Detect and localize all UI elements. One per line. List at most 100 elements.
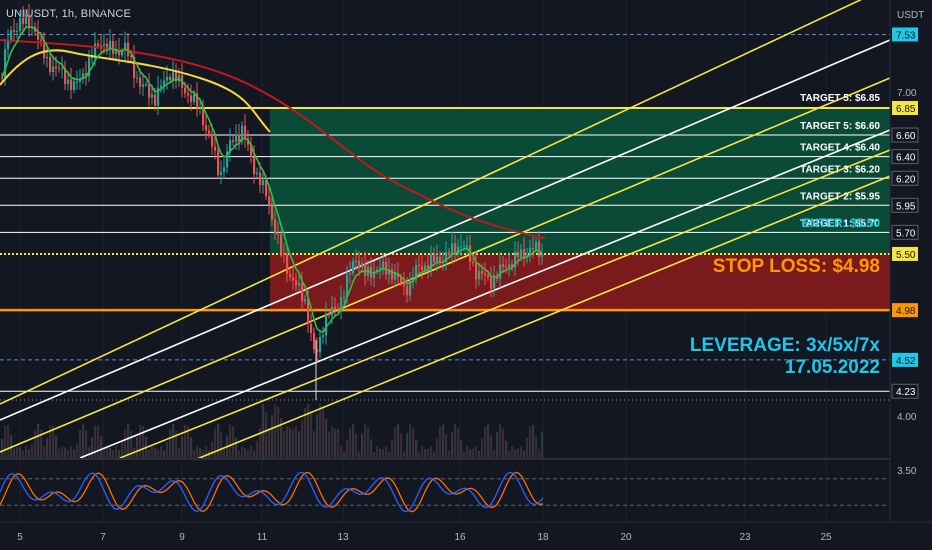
volume-bar-113 [340, 446, 343, 458]
volume-bar-100 [301, 420, 304, 458]
volume-bar-10 [31, 443, 34, 458]
volume-bar-76 [229, 424, 232, 458]
time-tick-5: 16 [454, 532, 466, 543]
volume-bar-155 [466, 446, 469, 458]
candle-body-137 [412, 278, 415, 280]
candle-body-67 [202, 106, 205, 126]
volume-bar-141 [424, 449, 427, 458]
price-label-text-5: 5.95 [896, 201, 916, 212]
channel-line-4 [119, 149, 890, 458]
candle-body-113 [340, 297, 343, 310]
candle-body-89 [268, 196, 271, 206]
candle-body-153 [460, 246, 463, 248]
candle-150 [451, 231, 454, 265]
volume-bar-60 [181, 436, 184, 458]
candle-body-68 [205, 125, 208, 131]
candle-52 [157, 75, 160, 116]
price-label-2: 6.60 [891, 127, 919, 143]
candle-body-99 [298, 283, 301, 286]
volume-bar-127 [382, 448, 385, 458]
candle-117 [352, 257, 355, 276]
candle-174 [523, 237, 526, 267]
stoch-k-line [0, 471, 544, 513]
candle-body-174 [523, 249, 526, 258]
candle-20 [61, 56, 64, 79]
price-tick-2: 3.50 [897, 466, 917, 477]
volume-bar-156 [469, 449, 472, 458]
candle-body-42 [127, 42, 130, 56]
channel-line-2 [0, 77, 890, 453]
volume-bar-70 [211, 441, 214, 458]
candle-body-139 [418, 264, 421, 267]
candle-106 [319, 329, 322, 359]
volume-bar-59 [178, 448, 181, 458]
candle-body-2 [7, 40, 10, 50]
candle-body-8 [25, 14, 28, 24]
candle-17 [52, 55, 55, 81]
volume-bar-174 [523, 450, 526, 458]
candle-107 [322, 326, 325, 344]
stop-loss-label: STOP LOSS: $4.98 [713, 256, 880, 277]
candle-124 [373, 260, 376, 288]
candle-body-9 [28, 14, 31, 28]
candle-48 [145, 81, 148, 88]
volume-bar-109 [328, 431, 331, 458]
time-axis[interactable]: 5 7 9 11 13 16 18 20 23 25 [17, 532, 832, 543]
candle-body-79 [238, 134, 241, 142]
volume-bar-137 [412, 427, 415, 458]
volume-bar-51 [154, 447, 157, 458]
volume-bar-82 [247, 449, 250, 458]
candle-body-152 [457, 246, 460, 255]
candle-46 [139, 68, 142, 95]
candle-body-158 [475, 263, 478, 280]
candle-body-127 [382, 261, 385, 268]
time-tick-1: 7 [100, 532, 106, 543]
volume-bar-102 [307, 404, 310, 458]
volume-bar-159 [478, 451, 481, 458]
candle-body-88 [265, 180, 268, 197]
candle-body-77 [232, 140, 235, 142]
candle-body-96 [289, 273, 292, 278]
candle-87 [262, 169, 265, 194]
channel-line-5 [197, 175, 890, 458]
candle-body-66 [199, 106, 202, 108]
candle-21 [64, 60, 67, 90]
volume-bar-26 [79, 429, 82, 458]
candle-6 [19, 10, 22, 38]
candle-body-54 [163, 80, 166, 86]
candle-body-4 [13, 30, 16, 32]
volume-bar-147 [442, 424, 445, 458]
candle-body-16 [49, 57, 52, 73]
candle-19 [58, 63, 61, 73]
candle-body-132 [397, 273, 400, 277]
price-axis[interactable]: 7.00 4.00 3.50 7.53 6.85 6.60 6.40 6.20 5.95 5.70… [891, 27, 919, 477]
volume-bar-8 [25, 446, 28, 458]
candle-54 [163, 71, 166, 94]
candle-body-34 [103, 43, 106, 46]
price-label-bg-3 [891, 149, 919, 165]
candle-body-53 [160, 85, 163, 88]
volume-bar-179 [538, 449, 541, 458]
candle-50 [151, 84, 154, 106]
candle-body-102 [307, 299, 310, 324]
candle-body-7 [22, 17, 25, 24]
volume-bar-71 [214, 428, 217, 458]
candle-170 [511, 259, 514, 272]
volume-bar-117 [352, 424, 355, 458]
volume-bar-180 [541, 431, 544, 458]
volume-bar-46 [139, 425, 142, 458]
candle-109 [328, 309, 331, 319]
candle-158 [475, 251, 478, 289]
volume-bar-92 [277, 406, 280, 458]
candle-152 [457, 239, 460, 260]
candle-body-115 [346, 274, 349, 297]
candle-105 [316, 337, 319, 362]
candle-104 [313, 327, 316, 354]
volume-bar-0 [1, 439, 4, 458]
volume-bar-136 [409, 424, 412, 458]
candle-76 [229, 128, 232, 161]
candle-body-27 [82, 73, 85, 80]
price-label-bg-6 [891, 224, 919, 240]
volume-bar-90 [271, 415, 274, 458]
